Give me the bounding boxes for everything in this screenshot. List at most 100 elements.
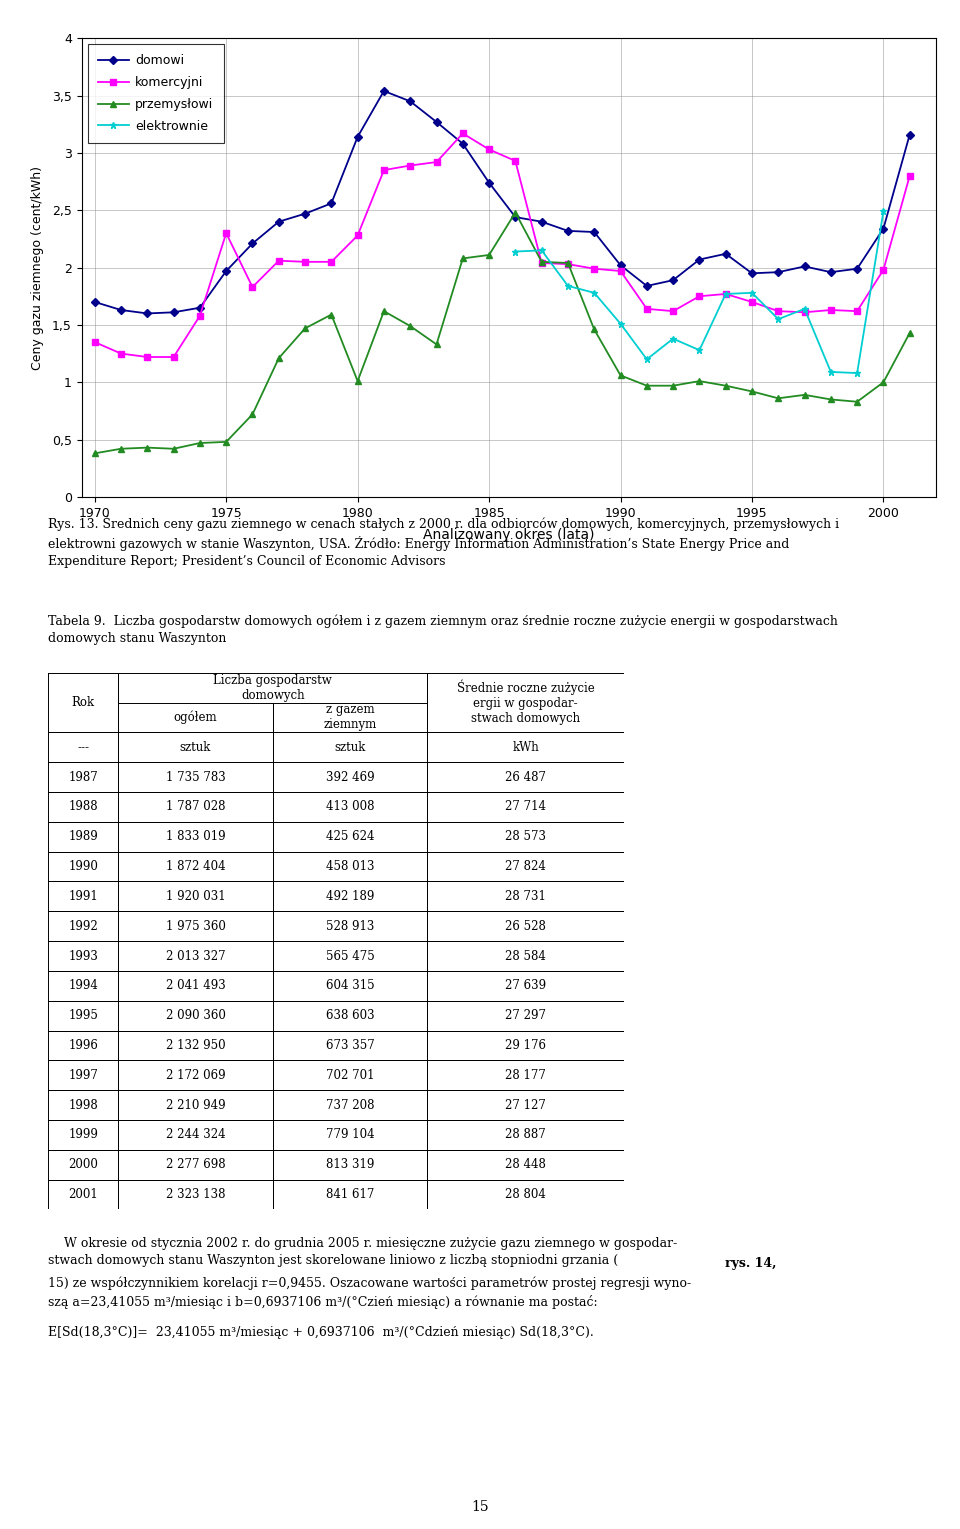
- przemysłowi: [300, 320, 311, 338]
- przemysłowi: [325, 306, 337, 324]
- domowi: [877, 220, 889, 239]
- elektrownie: [694, 341, 706, 359]
- Text: 1998: 1998: [68, 1098, 98, 1112]
- komercyjni: [720, 284, 732, 303]
- domowi: [641, 277, 653, 295]
- elektrownie: [563, 277, 574, 295]
- Text: 27 824: 27 824: [505, 859, 546, 873]
- Line: domowi: domowi: [92, 89, 913, 317]
- komercyjni: [614, 261, 626, 280]
- Text: 2 090 360: 2 090 360: [165, 1009, 226, 1023]
- elektrownie: [667, 330, 679, 349]
- Text: sztuk: sztuk: [180, 740, 211, 754]
- domowi: [378, 81, 390, 101]
- Text: 604 315: 604 315: [325, 979, 374, 992]
- Text: 28 584: 28 584: [505, 950, 546, 963]
- przemysłowi: [773, 388, 784, 407]
- Text: 1 735 783: 1 735 783: [166, 771, 226, 784]
- Text: 2 323 138: 2 323 138: [166, 1188, 226, 1202]
- komercyjni: [168, 349, 180, 367]
- komercyjni: [352, 226, 364, 245]
- Text: E[Sd(18,3°C)]=  23,41055 m³/miesiąc + 0,6937106  m³/(°Cdzień miesiąc) Sd(18,3°C): E[Sd(18,3°C)]= 23,41055 m³/miesiąc + 0,6…: [48, 1326, 593, 1339]
- Text: 1 975 360: 1 975 360: [165, 919, 226, 933]
- X-axis label: Analizowany okres (lata): Analizowany okres (lata): [423, 528, 594, 541]
- Text: 28 804: 28 804: [505, 1188, 546, 1202]
- domowi: [510, 208, 521, 226]
- Text: 28 731: 28 731: [505, 890, 546, 904]
- Text: sztuk: sztuk: [334, 740, 366, 754]
- Text: 1 833 019: 1 833 019: [166, 830, 226, 844]
- Text: 1987: 1987: [68, 771, 98, 784]
- Text: 26 487: 26 487: [505, 771, 546, 784]
- elektrownie: [773, 310, 784, 329]
- Text: 1992: 1992: [68, 919, 98, 933]
- elektrownie: [852, 364, 863, 382]
- Text: 458 013: 458 013: [325, 859, 374, 873]
- Text: 565 475: 565 475: [325, 950, 374, 963]
- Text: Rys. 13. Średnich ceny gazu ziemnego w cenach stałych z 2000 r. dla odbiorców do: Rys. 13. Średnich ceny gazu ziemnego w c…: [48, 515, 839, 567]
- elektrownie: [799, 300, 810, 318]
- Text: 1996: 1996: [68, 1038, 98, 1052]
- przemysłowi: [510, 203, 521, 222]
- Text: rys. 14,: rys. 14,: [725, 1257, 777, 1271]
- komercyjni: [115, 344, 127, 362]
- domowi: [904, 125, 916, 144]
- komercyjni: [904, 167, 916, 185]
- domowi: [457, 135, 468, 153]
- Text: 28 887: 28 887: [505, 1128, 546, 1142]
- przemysłowi: [904, 324, 916, 342]
- przemysłowi: [614, 365, 626, 384]
- Text: 1 872 404: 1 872 404: [166, 859, 226, 873]
- Text: 1997: 1997: [68, 1069, 98, 1083]
- domowi: [89, 292, 101, 310]
- Text: Średnie roczne zużycie
ergii w gospodar-
stwach domowych: Średnie roczne zużycie ergii w gospodar-…: [457, 680, 594, 725]
- elektrownie: [641, 350, 653, 368]
- komercyjni: [852, 301, 863, 320]
- Text: 2 013 327: 2 013 327: [166, 950, 226, 963]
- przemysłowi: [89, 443, 101, 462]
- domowi: [825, 263, 836, 281]
- elektrownie: [877, 202, 889, 220]
- elektrownie: [510, 242, 521, 260]
- Text: 1999: 1999: [68, 1128, 98, 1142]
- Text: 27 714: 27 714: [505, 800, 546, 813]
- komercyjni: [194, 306, 205, 324]
- komercyjni: [483, 141, 494, 159]
- elektrownie: [825, 362, 836, 381]
- Text: 2 172 069: 2 172 069: [166, 1069, 226, 1083]
- przemysłowi: [852, 393, 863, 411]
- Text: 15: 15: [471, 1500, 489, 1514]
- Text: 27 127: 27 127: [505, 1098, 546, 1112]
- domowi: [194, 298, 205, 317]
- domowi: [247, 234, 258, 252]
- przemysłowi: [352, 372, 364, 390]
- elektrownie: [746, 283, 757, 301]
- Text: 2000: 2000: [68, 1157, 98, 1171]
- domowi: [667, 271, 679, 289]
- Text: 28 573: 28 573: [505, 830, 546, 844]
- komercyjni: [404, 156, 416, 174]
- komercyjni: [667, 301, 679, 320]
- Text: 1 920 031: 1 920 031: [166, 890, 226, 904]
- Text: 29 176: 29 176: [505, 1038, 546, 1052]
- komercyjni: [563, 255, 574, 274]
- Text: 638 603: 638 603: [325, 1009, 374, 1023]
- domowi: [141, 304, 153, 323]
- Line: elektrownie: elektrownie: [512, 208, 887, 376]
- Text: 2 132 950: 2 132 950: [166, 1038, 226, 1052]
- komercyjni: [588, 260, 600, 278]
- domowi: [746, 265, 757, 283]
- komercyjni: [325, 252, 337, 271]
- elektrownie: [720, 284, 732, 303]
- przemysłowi: [720, 376, 732, 394]
- Text: 1990: 1990: [68, 859, 98, 873]
- domowi: [799, 257, 810, 275]
- Text: 673 357: 673 357: [325, 1038, 374, 1052]
- elektrownie: [536, 242, 547, 260]
- przemysłowi: [168, 440, 180, 459]
- Text: 1994: 1994: [68, 979, 98, 992]
- przemysłowi: [825, 390, 836, 408]
- przemysłowi: [694, 372, 706, 390]
- przemysłowi: [799, 385, 810, 404]
- komercyjni: [431, 153, 443, 171]
